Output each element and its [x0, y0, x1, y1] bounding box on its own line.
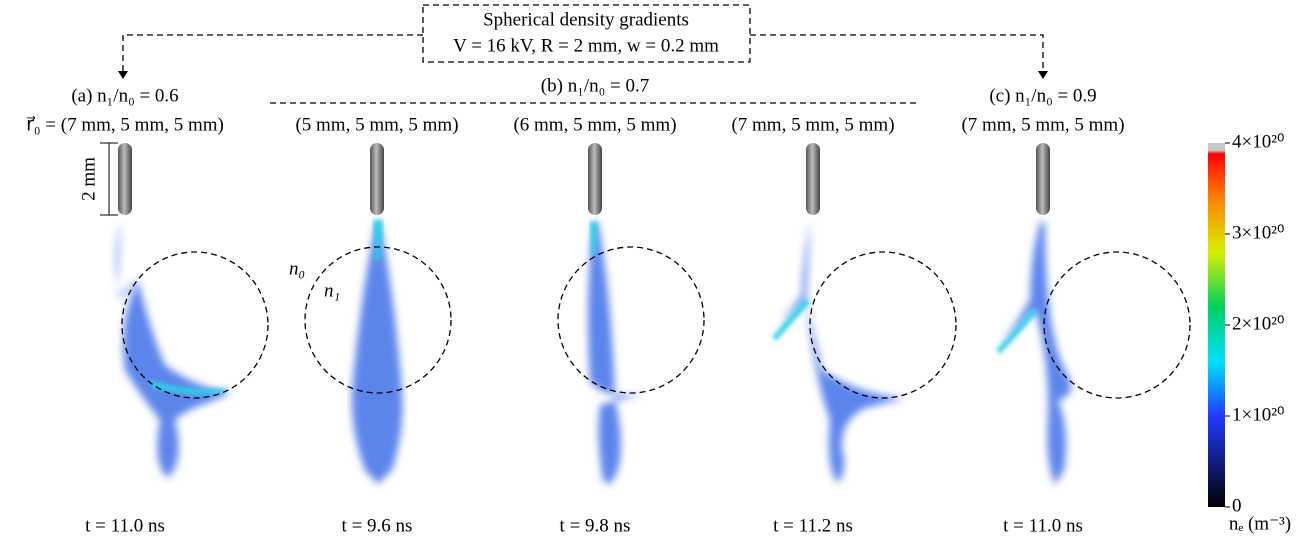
header-params: V = 16 kV, R = 2 mm, w = 0.2 mm [453, 35, 719, 56]
scale-label: 2 mm [78, 157, 99, 201]
streamer [116, 220, 1072, 485]
colorbar-tick-label: 4×10²⁰ [1232, 131, 1285, 152]
time-label: t = 11.2 ns [773, 515, 853, 536]
colorbar [1208, 143, 1225, 507]
electrode [1036, 143, 1050, 215]
time-label: t = 11.0 ns [1003, 515, 1083, 536]
colorbar-tick-label: 3×10²⁰ [1232, 222, 1285, 243]
time-label: t = 11.0 ns [85, 515, 165, 536]
inner-label: n₁ [324, 280, 340, 301]
header-box [422, 4, 751, 63]
colorbar-tick-label: 1×10²⁰ [1232, 404, 1285, 425]
colorbar-tick-label: 0 [1232, 495, 1242, 516]
position-label: r⃗₀ = (7 mm, 5 mm, 5 mm) [26, 114, 224, 135]
position-label: (7 mm, 5 mm, 5 mm) [961, 114, 1124, 135]
electrode [370, 143, 384, 215]
group-label: (b) n₁/n₀ = 0.7 [541, 75, 649, 96]
time-label: t = 9.8 ns [560, 515, 631, 536]
electrode [806, 143, 820, 215]
position-label: (7 mm, 5 mm, 5 mm) [731, 114, 894, 135]
density-sphere [304, 246, 452, 394]
time-label: t = 9.6 ns [342, 515, 413, 536]
position-label: (5 mm, 5 mm, 5 mm) [295, 114, 458, 135]
outer-label: n₀ [289, 258, 305, 279]
electrode [588, 143, 602, 215]
density-sphere [809, 251, 957, 399]
position-label: (6 mm, 5 mm, 5 mm) [513, 114, 676, 135]
group-label: (c) n₁/n₀ = 0.9 [989, 85, 1096, 106]
electrode [118, 143, 132, 215]
colorbar-label: nₑ (m⁻³) [1229, 513, 1291, 534]
group-label: (a) n₁/n₀ = 0.6 [71, 85, 178, 106]
density-sphere [557, 246, 705, 394]
connector [750, 34, 1044, 72]
density-sphere [1043, 251, 1191, 399]
connector [122, 34, 423, 72]
density-sphere [121, 251, 269, 399]
header-title: Spherical density gradients [483, 9, 689, 30]
scale-bar [100, 142, 118, 216]
colorbar-tick-label: 2×10²⁰ [1232, 313, 1285, 334]
